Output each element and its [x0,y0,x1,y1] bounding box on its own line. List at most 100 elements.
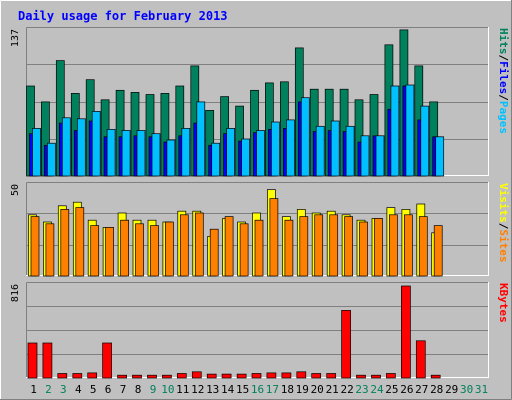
bar-sites-day-1 [30,216,40,277]
bar-sites-day-6 [105,227,114,277]
bar-kbytes-day-6 [102,342,112,379]
y-max-label: 816 [10,284,21,302]
x-label-day-28: 28 [430,383,443,396]
legend-separator: / [497,223,510,230]
x-label-day-2: 2 [45,383,52,396]
bar-kbytes-day-3 [57,373,68,379]
bar-sites-day-11 [179,214,189,277]
bar-pages-day-4 [76,118,86,177]
bar-kbytes-day-20 [311,373,322,379]
bar-sites-day-27 [418,216,428,277]
bar-pages-day-2 [47,142,56,177]
bar-sites-day-19 [299,216,309,277]
legend-kbytes: KBytes [497,283,510,323]
bar-sites-day-3 [60,209,70,277]
bar-pages-day-8 [136,130,146,177]
bar-sites-day-25 [389,214,398,277]
bar-kbytes-day-28 [430,374,441,379]
bar-pages-day-19 [300,97,310,177]
y-max-label: 50 [10,184,21,196]
bar-sites-day-24 [374,218,383,277]
legend-separator: / [497,94,510,101]
bar-sites-day-14 [224,216,234,277]
bar-pages-day-18 [286,119,295,177]
bar-pages-day-14 [226,128,235,177]
bar-pages-day-7 [121,130,131,177]
bar-sites-day-12 [194,212,204,277]
bar-sites-day-26 [404,214,413,277]
x-label-day-10: 10 [161,383,174,396]
bar-pages-day-9 [151,133,161,177]
bar-sites-day-10 [165,221,174,277]
bar-kbytes-day-27 [415,340,426,379]
bar-pages-day-12 [196,101,206,177]
bar-sites-day-2 [45,223,55,277]
bar-kbytes-day-26 [401,285,411,379]
legend-item-sites: Sites [497,229,510,262]
x-label-day-20: 20 [311,383,324,396]
bar-sites-day-21 [329,214,339,277]
bar-kbytes-day-22 [341,310,351,379]
bar-pages-day-15 [241,138,250,177]
bar-pages-day-24 [375,135,385,177]
x-label-day-19: 19 [296,383,309,396]
legend-item-files: Files [497,61,510,94]
x-label-day-1: 1 [30,383,37,396]
bar-kbytes-day-2 [42,342,53,379]
y-max-label: 137 [10,29,21,47]
panel-visits-sites: 50 Visits/Sites [10,182,510,277]
bar-sites-day-13 [209,228,219,277]
x-label-day-5: 5 [90,383,97,396]
bar-sites-day-23 [359,221,368,277]
bar-kbytes-day-19 [296,371,307,379]
bar-kbytes-day-18 [281,372,292,379]
bar-kbytes-day-11 [176,373,187,379]
legend-item-kbytes: KBytes [497,283,510,323]
bar-pages-day-1 [32,128,41,177]
bar-pages-day-20 [315,125,325,177]
bar-kbytes-day-15 [236,373,247,379]
bar-sites-day-17 [269,198,279,277]
x-label-day-30: 30 [460,383,473,396]
bar-pages-day-13 [211,142,221,177]
bar-sites-day-16 [254,219,264,277]
bar-pages-day-6 [106,129,116,177]
bar-kbytes-day-13 [206,373,217,379]
x-label-day-18: 18 [281,383,294,396]
bar-sites-day-9 [150,225,159,277]
bar-pages-day-10 [166,139,176,177]
bar-kbytes-day-10 [162,374,172,379]
bar-sites-day-18 [284,219,294,277]
x-label-day-26: 26 [400,383,413,396]
bar-kbytes-day-23 [356,374,366,379]
bar-kbytes-day-21 [326,373,337,379]
x-label-day-12: 12 [191,383,204,396]
bar-pages-day-21 [330,120,340,177]
bar-sites-day-4 [75,207,85,277]
bar-kbytes-day-8 [132,374,142,379]
bar-kbytes-day-9 [147,374,157,379]
bar-pages-day-27 [420,105,430,177]
x-label-day-23: 23 [355,383,368,396]
bar-kbytes-day-1 [27,342,38,379]
panel-kbytes: 816 KBytes [10,282,510,379]
bar-pages-day-3 [61,117,71,177]
x-label-day-11: 11 [176,383,189,396]
chart-title: Daily usage for February 2013 [18,9,228,23]
bar-sites-day-20 [314,214,324,277]
x-label-day-24: 24 [370,383,384,396]
legend-item-visits: Visits [497,183,510,223]
bar-pages-day-28 [435,136,445,177]
legend-item-pages: Pages [497,101,510,134]
bar-kbytes-day-24 [371,374,381,379]
x-label-day-21: 21 [326,383,339,396]
x-axis-labels: 1 2 3 4 5 6 7 8 9 10 11 12 13 14 15 16 17 18 19 20 21 22 23 24 2… [30,383,488,396]
bar-kbytes-day-16 [251,373,262,379]
bar-kbytes-day-12 [191,371,202,379]
bar-pages-day-22 [345,125,355,177]
bar-kbytes-day-4 [72,373,83,379]
bar-kbytes-day-7 [117,374,127,379]
